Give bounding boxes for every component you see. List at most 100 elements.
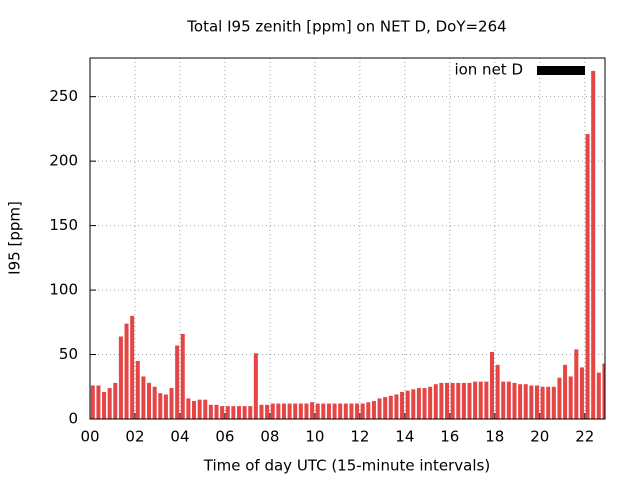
x-axis-label: Time of day UTC (15-minute intervals) <box>203 457 490 475</box>
bar <box>90 385 95 419</box>
bar <box>259 404 264 419</box>
bar <box>450 382 455 419</box>
bar <box>355 403 360 419</box>
bar <box>186 398 191 419</box>
bar <box>602 363 605 419</box>
bar <box>169 388 174 419</box>
bar <box>281 403 286 419</box>
grid <box>89 58 605 420</box>
x-tick-label: 08 <box>260 428 279 446</box>
bar <box>456 382 461 419</box>
x-tick-label: 20 <box>530 428 549 446</box>
bar <box>512 382 517 419</box>
x-tick-label: 02 <box>125 428 144 446</box>
bar <box>557 377 562 419</box>
bar <box>501 381 506 419</box>
x-tick-label: 18 <box>485 428 504 446</box>
bar <box>591 70 596 419</box>
x-tick-label: 00 <box>80 428 99 446</box>
bar <box>400 391 405 419</box>
bar <box>180 333 185 419</box>
x-tick-label: 06 <box>215 428 234 446</box>
x-tick-label: 22 <box>575 428 594 446</box>
bar <box>208 404 213 419</box>
x-tick-label: 14 <box>395 428 414 446</box>
bar <box>152 386 157 419</box>
bar <box>130 315 135 419</box>
plot-border <box>89 57 606 420</box>
bar <box>293 403 298 419</box>
bar <box>416 388 421 419</box>
bar <box>141 376 146 419</box>
x-tick-label: 10 <box>305 428 324 446</box>
bar <box>197 399 202 419</box>
x-tick-label: 16 <box>440 428 459 446</box>
chart-title: Total I95 zenith [ppm] on NET D, DoY=264 <box>186 18 506 36</box>
bar <box>220 406 225 419</box>
bar <box>518 384 523 419</box>
bar <box>473 381 478 419</box>
bar <box>422 388 427 419</box>
bar <box>360 403 365 419</box>
bar <box>304 403 309 419</box>
bar <box>596 372 601 419</box>
bar <box>332 403 337 419</box>
bar <box>236 406 242 419</box>
bar <box>445 382 450 419</box>
y-tick-label: 50 <box>59 345 78 363</box>
bar <box>192 400 197 419</box>
bar <box>343 403 348 419</box>
bar <box>163 394 168 419</box>
bar <box>113 382 118 419</box>
bar <box>298 403 303 419</box>
bar <box>158 393 163 419</box>
y-tick-label: 100 <box>49 281 78 299</box>
bar <box>248 406 253 419</box>
bar <box>175 345 180 419</box>
bar <box>276 403 281 419</box>
bar <box>388 395 393 419</box>
bar <box>225 406 230 419</box>
bar <box>394 394 399 419</box>
bar <box>439 382 444 419</box>
y-tick-label: 200 <box>49 152 78 170</box>
bar <box>383 397 388 419</box>
bar <box>321 403 326 419</box>
bar <box>568 376 573 419</box>
bar <box>96 385 101 419</box>
bar <box>203 399 208 419</box>
bar <box>405 390 410 419</box>
bar <box>495 364 500 419</box>
bar <box>231 406 236 419</box>
bar <box>579 367 584 419</box>
bar <box>349 403 354 419</box>
bar <box>529 385 534 419</box>
bar <box>540 386 545 419</box>
bars <box>90 70 605 419</box>
bar <box>147 382 152 419</box>
bar <box>563 364 568 419</box>
bar <box>270 403 275 419</box>
bar <box>214 404 219 419</box>
y-tick-label: 0 <box>68 410 78 428</box>
bar <box>326 403 331 419</box>
bar <box>371 400 376 419</box>
bar <box>534 385 539 419</box>
bar <box>377 398 382 419</box>
bar <box>107 388 112 419</box>
bar <box>411 389 416 419</box>
bar <box>461 382 466 419</box>
bar <box>433 384 438 419</box>
bar <box>467 382 472 419</box>
bar <box>574 349 579 419</box>
bar <box>242 406 247 419</box>
bar <box>366 402 371 419</box>
bar <box>428 386 433 419</box>
bar <box>546 386 551 419</box>
legend: ion net D <box>454 61 585 79</box>
bar <box>489 351 495 419</box>
bar <box>551 386 556 419</box>
bar <box>287 403 292 419</box>
bar <box>585 134 590 419</box>
bar <box>124 323 129 419</box>
